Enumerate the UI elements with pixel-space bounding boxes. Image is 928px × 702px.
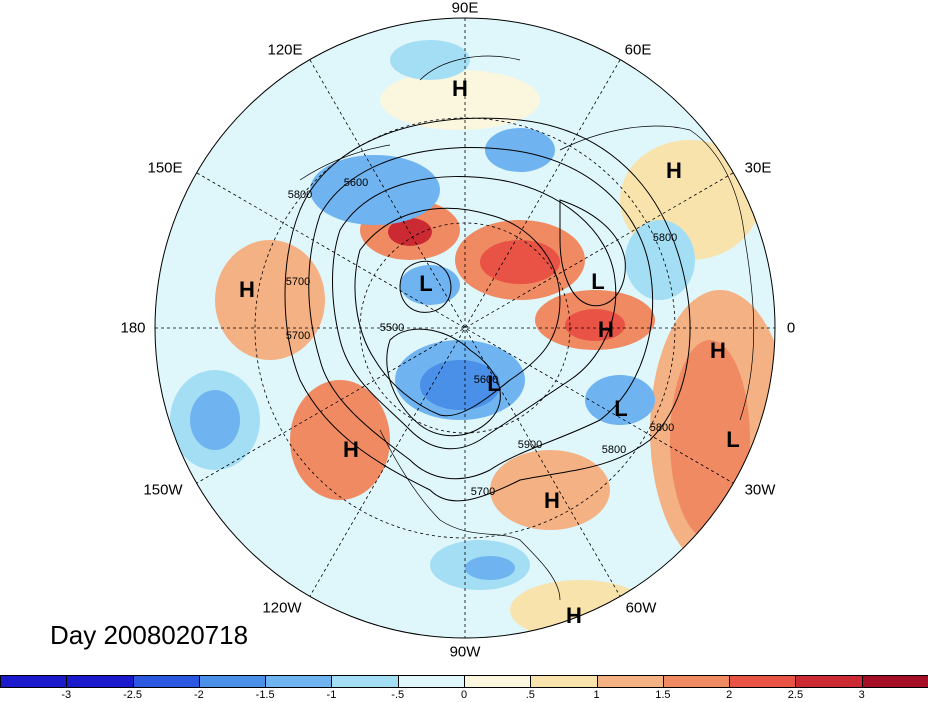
colorbar-swatch <box>397 675 465 688</box>
low-pressure-center: L <box>419 271 433 296</box>
low-pressure-center: L <box>726 427 740 452</box>
contour-label: 5500 <box>379 322 405 334</box>
colorbar-swatch <box>861 675 928 688</box>
meridian-line <box>196 172 734 484</box>
anomaly-blob <box>390 40 470 80</box>
colorbar-tick-label: 3 <box>858 689 865 701</box>
colorbar-swatch <box>729 675 797 688</box>
coastline <box>419 55 521 81</box>
colorbar-swatch <box>265 675 333 688</box>
colorbar-swatch <box>66 675 134 688</box>
latitude-circle <box>254 117 676 539</box>
high-pressure-center: H <box>239 277 255 302</box>
colorbar-tick-label: -.5 <box>391 689 405 701</box>
contour-label: 5600 <box>473 374 499 386</box>
longitude-label: 60W <box>625 599 657 617</box>
anomaly-blob <box>465 556 515 580</box>
colorbar-swatch <box>795 675 863 688</box>
contour-label: 5700 <box>285 276 311 288</box>
high-pressure-center: H <box>598 317 614 342</box>
anomaly-blob <box>190 390 240 450</box>
longitude-label: 150W <box>143 481 183 499</box>
anomaly-blob <box>490 450 610 530</box>
anomaly-blob <box>380 70 540 130</box>
longitude-label: 120E <box>267 41 303 59</box>
coastline <box>299 144 391 181</box>
height-contour <box>386 328 501 437</box>
colorbar-swatch <box>530 675 598 688</box>
longitude-label: 30W <box>744 481 776 499</box>
contour-label: 5600 <box>343 177 369 189</box>
colorbar-tick-label: -3 <box>61 689 72 701</box>
colorbar-tick-label: -2.5 <box>123 689 143 701</box>
colorbar-tick-label: 2 <box>726 689 733 701</box>
anomaly-blob <box>485 128 555 172</box>
colorbar-swatch <box>331 675 399 688</box>
anomaly-blob <box>625 220 695 300</box>
longitude-label: 60E <box>624 41 652 59</box>
height-contour <box>399 260 452 313</box>
contour-label: 5700 <box>285 330 311 342</box>
colorbar-swatch <box>662 675 731 688</box>
anomaly-blob <box>310 155 440 225</box>
contour-label: 5800 <box>649 422 675 434</box>
longitude-label: 30E <box>744 159 772 177</box>
height-contour <box>308 147 653 480</box>
contour-label: 5800 <box>652 232 678 244</box>
height-contour <box>284 117 691 502</box>
colorbar: -3 -2.5 -2 -1.5 -1 -.5 0 .5 1 1.5 2 2.5 3 <box>0 675 928 702</box>
meridian-line <box>309 59 621 597</box>
low-pressure-center: L <box>487 371 501 396</box>
colorbar-tick-label: -1.5 <box>255 689 275 701</box>
longitude-label: 120W <box>262 599 302 617</box>
colorbar-swatch <box>464 675 532 688</box>
contour-label: 5800 <box>287 189 313 201</box>
longitude-label: 150E <box>147 159 183 177</box>
anomaly-blob <box>480 240 560 284</box>
high-pressure-center: H <box>343 437 359 462</box>
colorbar-tick-label: 0 <box>460 689 468 701</box>
coastline <box>559 125 755 421</box>
coastline <box>379 429 561 601</box>
colorbar-tick-label: -1 <box>326 689 337 701</box>
colorbar-swatch <box>0 675 68 688</box>
height-contour <box>559 199 626 307</box>
map-title: Day 2008020718 <box>50 620 249 650</box>
colorbar-swatch <box>198 675 267 688</box>
high-pressure-center: H <box>544 488 560 513</box>
contour-label: 5900 <box>517 439 543 451</box>
colorbar-tick-label: .5 <box>525 689 535 701</box>
anomaly-blob <box>400 265 460 305</box>
longitude-label: 180 <box>120 319 146 337</box>
colorbar-swatch <box>132 675 200 688</box>
anomaly-blob <box>420 360 500 410</box>
longitude-label: 0 <box>786 319 796 337</box>
high-pressure-center: H <box>710 338 726 363</box>
colorbar-tick-label: 2.5 <box>787 689 804 701</box>
anomaly-blob <box>565 309 625 341</box>
height-contour <box>354 207 561 417</box>
colorbar-tick-label: 1 <box>593 689 600 701</box>
contour-label: 5800 <box>601 444 627 456</box>
longitude-label: 90E <box>451 0 479 17</box>
high-pressure-center: H <box>566 603 582 628</box>
low-pressure-center: L <box>614 396 628 421</box>
meridian-line <box>309 59 621 597</box>
anomaly-blob <box>388 218 432 246</box>
colorbar-tick-label: 1.5 <box>655 689 671 701</box>
height-contour <box>332 176 617 450</box>
map-border <box>154 17 776 639</box>
low-pressure-center: L <box>591 269 605 294</box>
colorbar-swatch <box>596 675 664 688</box>
anomaly-blob <box>215 240 325 360</box>
high-pressure-center: H <box>452 76 468 101</box>
meridian-line <box>196 172 734 484</box>
contour-label: 5700 <box>470 486 496 498</box>
anomaly-blob <box>290 380 390 500</box>
colorbar-tick-label: -2 <box>193 689 204 701</box>
longitude-label: 90W <box>449 643 481 661</box>
high-pressure-center: H <box>666 158 682 183</box>
